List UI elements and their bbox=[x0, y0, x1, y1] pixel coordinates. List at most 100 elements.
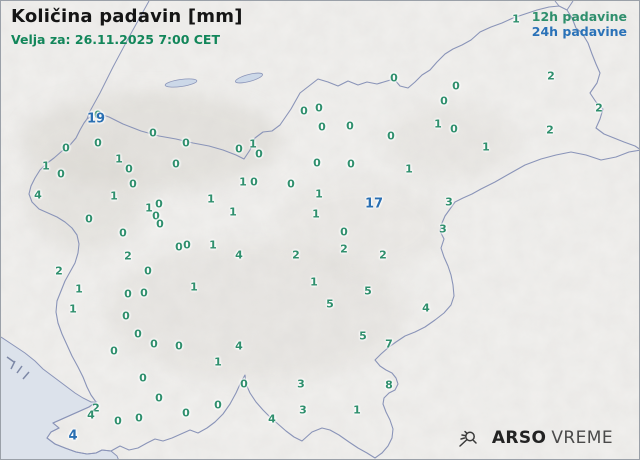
station-value-12h: 8 bbox=[385, 378, 393, 392]
station-value-12h: 4 bbox=[34, 188, 42, 202]
station-value-12h: 0 bbox=[155, 391, 163, 405]
station-value-12h: 0 bbox=[125, 162, 133, 176]
station-value-12h: 0 bbox=[346, 119, 354, 133]
station-value-12h: 5 bbox=[359, 329, 367, 343]
station-value-12h: 3 bbox=[439, 222, 447, 236]
station-value-12h: 0 bbox=[315, 101, 323, 115]
station-value-12h: 1 bbox=[229, 205, 237, 219]
station-value-12h: 2 bbox=[546, 123, 554, 137]
station-value-12h: 1 bbox=[512, 12, 520, 26]
station-value-12h: 1 bbox=[315, 187, 323, 201]
station-value-12h: 3 bbox=[299, 403, 307, 417]
legend: 12h padavine 24h padavine bbox=[532, 9, 627, 39]
station-value-12h: 0 bbox=[440, 94, 448, 108]
station-value-12h: 0 bbox=[313, 156, 321, 170]
brand-vreme: VREME bbox=[551, 428, 613, 448]
station-value-12h: 4 bbox=[235, 339, 243, 353]
station-value-12h: 0 bbox=[85, 212, 93, 226]
sun-rays-icon bbox=[459, 430, 477, 447]
station-value-12h: 2 bbox=[379, 248, 387, 262]
station-value-12h: 0 bbox=[57, 167, 65, 181]
station-value-12h: 0 bbox=[156, 217, 164, 231]
station-value-12h: 1 bbox=[405, 162, 413, 176]
brand-arso: ARSO bbox=[491, 428, 547, 448]
station-value-12h: 4 bbox=[87, 408, 95, 422]
station-value-12h: 1 bbox=[110, 189, 118, 203]
station-value-12h: 0 bbox=[94, 108, 102, 122]
arso-vreme-logo: ARSO VREME bbox=[457, 427, 613, 449]
station-value-12h: 2 bbox=[340, 242, 348, 256]
station-value-12h: 0 bbox=[183, 238, 191, 252]
station-value-12h: 0 bbox=[149, 126, 157, 140]
border-stub-northwest bbox=[86, 1, 150, 120]
sea-fill bbox=[1, 337, 119, 459]
harbor-piers bbox=[6, 356, 30, 380]
station-value-12h: 4 bbox=[422, 301, 430, 315]
station-value-12h: 0 bbox=[235, 142, 243, 156]
station-value-12h: 0 bbox=[250, 175, 258, 189]
station-value-12h: 1 bbox=[310, 275, 318, 289]
station-value-12h: 0 bbox=[122, 309, 130, 323]
national-border bbox=[28, 5, 639, 459]
station-value-12h: 1 bbox=[249, 137, 257, 151]
station-value-12h: 0 bbox=[134, 327, 142, 341]
station-value-12h: 5 bbox=[364, 284, 372, 298]
station-value-12h: 0 bbox=[172, 157, 180, 171]
station-value-12h: 1 bbox=[115, 152, 123, 166]
station-value-12h: 0 bbox=[129, 177, 137, 191]
station-value-12h: 1 bbox=[69, 302, 77, 316]
station-value-12h: 0 bbox=[182, 406, 190, 420]
station-value-12h: 2 bbox=[124, 249, 132, 263]
station-value-12h: 0 bbox=[62, 141, 70, 155]
station-value-12h: 0 bbox=[214, 398, 222, 412]
station-value-12h: 2 bbox=[292, 248, 300, 262]
station-value-12h: 0 bbox=[110, 344, 118, 358]
station-value-12h: 0 bbox=[340, 225, 348, 239]
station-value-12h: 3 bbox=[297, 377, 305, 391]
station-value-12h: 0 bbox=[135, 411, 143, 425]
legend-12h-label: 12h padavine bbox=[531, 9, 627, 24]
station-value-24h: 4 bbox=[68, 428, 78, 444]
station-value-12h: 0 bbox=[139, 371, 147, 385]
station-value-12h: 1 bbox=[145, 201, 153, 215]
station-value-12h: 0 bbox=[114, 414, 122, 428]
station-value-12h: 1 bbox=[312, 207, 320, 221]
station-value-12h: 0 bbox=[175, 339, 183, 353]
station-value-12h: 0 bbox=[119, 226, 127, 240]
station-value-12h: 4 bbox=[268, 412, 276, 426]
lakes bbox=[164, 72, 263, 88]
station-value-12h: 1 bbox=[214, 355, 222, 369]
station-value-12h: 0 bbox=[240, 377, 248, 391]
station-value-12h: 1 bbox=[190, 280, 198, 294]
station-value-12h: 2 bbox=[92, 401, 100, 415]
station-value-12h: 5 bbox=[326, 297, 334, 311]
station-value-12h: 1 bbox=[482, 140, 490, 154]
station-value-12h: 1 bbox=[42, 159, 50, 173]
station-value-12h: 0 bbox=[155, 197, 163, 211]
station-value-12h: 0 bbox=[140, 286, 148, 300]
station-value-12h: 7 bbox=[385, 337, 393, 351]
valid-time-label: Velja za: 26.11.2025 7:00 CET bbox=[11, 31, 220, 47]
station-value-12h: 0 bbox=[450, 122, 458, 136]
brand-text: ARSO VREME bbox=[492, 428, 613, 448]
station-value-24h: 19 bbox=[86, 111, 106, 127]
station-value-12h: 0 bbox=[124, 287, 132, 301]
station-value-24h: 17 bbox=[364, 196, 384, 212]
station-value-12h: 1 bbox=[239, 175, 247, 189]
station-value-12h: 1 bbox=[434, 117, 442, 131]
station-value-12h: 0 bbox=[300, 104, 308, 118]
station-value-12h: 1 bbox=[353, 403, 361, 417]
station-value-12h: 1 bbox=[207, 192, 215, 206]
station-value-12h: 0 bbox=[318, 120, 326, 134]
page-title: Količina padavin [mm] bbox=[11, 6, 243, 27]
station-value-12h: 0 bbox=[152, 209, 160, 223]
station-value-12h: 0 bbox=[347, 157, 355, 171]
station-value-12h: 3 bbox=[445, 195, 453, 209]
station-value-12h: 1 bbox=[209, 238, 217, 252]
station-value-12h: 0 bbox=[150, 337, 158, 351]
station-value-12h: 0 bbox=[175, 240, 183, 254]
station-value-12h: 0 bbox=[390, 71, 398, 85]
